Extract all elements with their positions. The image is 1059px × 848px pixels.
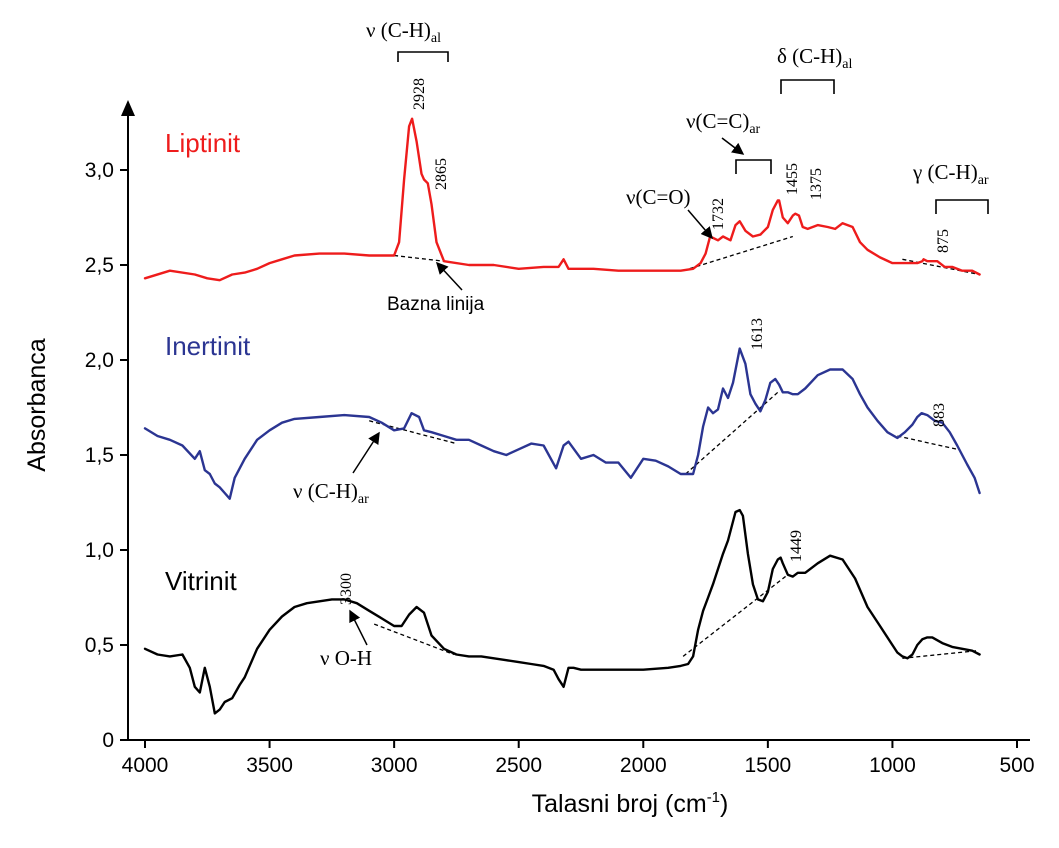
series-name-inertinit: Inertinit	[165, 331, 251, 361]
annotation-cc-ar-main: ν(C=C)	[686, 109, 749, 133]
series-name-liptinit: Liptinit	[165, 128, 241, 158]
annotation-delta-ch-al-main: δ (C-H)	[777, 44, 842, 68]
x-tick-label-4000: 4000	[122, 754, 169, 777]
bracket-delta-ch-al	[780, 79, 835, 94]
annotation-ch-ar-sub: ar	[358, 492, 369, 507]
annotation-ch-ar-main: ν (C-H)	[293, 479, 358, 503]
x-tick-label-3000: 3000	[371, 754, 418, 777]
peak-label-2928: 2928	[411, 78, 428, 110]
baseline-inertinit-5	[897, 435, 958, 450]
peak-label-1455: 1455	[784, 163, 801, 195]
baseline-vitrinit-6	[373, 623, 455, 656]
annotation-cc-ar-sub: ar	[749, 122, 760, 137]
y-tick-label-6: 3,0	[85, 159, 114, 182]
y-tick-label-1: 0,5	[85, 634, 114, 657]
x-axis-title: Talasni broj (cm-1)	[532, 789, 729, 818]
y-tick-label-2: 1,0	[85, 539, 114, 562]
annotation-ch-al: ν (C-H)al	[366, 18, 441, 46]
arrow-co	[687, 209, 713, 240]
baseline-liptinit-0	[394, 254, 445, 262]
series-name-vitrinit: Vitrinit	[165, 566, 238, 596]
annotation-ch-ar: ν (C-H)ar	[293, 479, 369, 507]
annotation-oh: ν O-H	[320, 646, 372, 670]
annotation-baseline: Bazna linija	[387, 294, 485, 315]
baseline-liptinit-2	[902, 258, 980, 276]
annotation-delta-ch-al-sub: al	[842, 57, 852, 72]
annotation-co: ν(C=O)	[626, 185, 691, 209]
x-tick-label-2500: 2500	[495, 754, 542, 777]
annotation-delta-ch-al: δ (C-H)al	[777, 44, 853, 72]
peak-label-1375: 1375	[808, 168, 825, 200]
peak-label-1732: 1732	[710, 198, 727, 230]
y-axis-arrow	[121, 100, 135, 116]
arrow-ch-ar	[352, 431, 380, 474]
series-line-liptinit	[143, 117, 981, 282]
baseline-vitrinit-8	[902, 650, 978, 659]
annotation-cc-ar: ν(C=C)ar	[686, 109, 761, 137]
bracket-gamma-ch-ar	[935, 199, 989, 214]
baseline-vitrinit-7	[682, 574, 789, 657]
baseline-liptinit-1	[682, 235, 793, 272]
x-tick-label-1500: 1500	[744, 754, 791, 777]
peak-label-1613: 1613	[749, 318, 766, 350]
arrow-cc-ar	[721, 137, 745, 155]
y-tick-label-0: 0	[102, 729, 114, 752]
x-axis-title-end: )	[720, 790, 728, 818]
annotation-gamma-ch-ar-main: γ (C-H)	[912, 160, 978, 184]
annotations: ν (C-H)al δ (C-H)al ν(C=C)ar ν(C=O) γ (C…	[293, 18, 989, 670]
y-tick-label-5: 2,5	[85, 254, 114, 277]
peak-labels: 2928 2865 1732 1455 1375 875 1613 883 33…	[338, 78, 952, 605]
annotation-gamma-ch-ar: γ (C-H)ar	[912, 160, 989, 188]
bracket-cc-ar	[735, 159, 772, 174]
series-line-inertinit	[143, 347, 981, 500]
y-tick-label-3: 1,5	[85, 444, 114, 467]
series-line-vitrinit	[143, 508, 981, 715]
x-axis-title-sup: -1	[707, 789, 720, 806]
x-tick-label-2000: 2000	[620, 754, 667, 777]
series-group	[143, 117, 981, 715]
peak-label-875: 875	[935, 229, 952, 253]
x-ticks: 4000 3500 3000 2500 2000 1500 1000 500	[122, 740, 1035, 777]
annotation-ch-al-main: ν (C-H)	[366, 18, 431, 42]
annotation-gamma-ch-ar-sub: ar	[978, 173, 989, 188]
bracket-ch-al	[397, 51, 449, 62]
axes	[121, 100, 1030, 741]
peak-label-2865: 2865	[433, 158, 450, 190]
y-tick-label-4: 2,0	[85, 349, 114, 372]
x-tick-label-1000: 1000	[869, 754, 916, 777]
x-axis-title-main: Talasni broj (cm	[532, 790, 707, 818]
x-tick-label-3500: 3500	[246, 754, 293, 777]
peak-label-883: 883	[931, 403, 948, 427]
arrow-oh	[349, 609, 368, 646]
peak-label-1449: 1449	[788, 530, 805, 562]
annotation-ch-al-sub: al	[431, 31, 441, 46]
peak-label-3300: 3300	[338, 573, 355, 605]
arrow-baseline	[435, 261, 463, 291]
y-axis-title: Absorbanca	[23, 338, 51, 472]
x-tick-label-500: 500	[999, 754, 1034, 777]
y-ticks: 0 0,5 1,0 1,5 2,0 2,5 3,0	[85, 159, 128, 752]
